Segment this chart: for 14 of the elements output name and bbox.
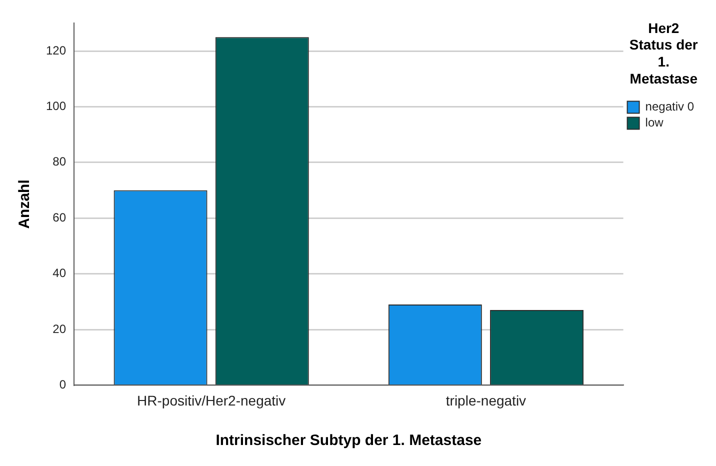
- y-tick-label: 0: [59, 378, 66, 392]
- y-tick-label: 120: [46, 43, 66, 58]
- y-axis-title: Anzahl: [16, 180, 34, 229]
- legend-label: low: [645, 116, 664, 130]
- legend-label: negativ 0: [645, 100, 694, 114]
- x-tick-label: triple-negativ: [446, 392, 526, 408]
- legend-title: Her2 Status der 1. Metastase: [629, 20, 698, 86]
- x-tick-label: HR-positiv/Her2-negativ: [137, 392, 286, 408]
- y-tick-label: 80: [52, 154, 66, 169]
- y-tick-label: 20: [52, 322, 66, 336]
- x-axis-title: Intrinsischer Subtyp der 1. Metastase: [216, 432, 482, 450]
- y-tick-label: 40: [52, 266, 66, 280]
- y-tick-label: 100: [46, 99, 66, 114]
- y-tick-label: 60: [52, 210, 66, 224]
